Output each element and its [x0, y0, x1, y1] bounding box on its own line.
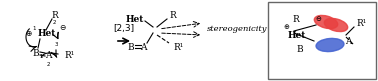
Text: Het: Het	[126, 14, 144, 23]
Text: R: R	[170, 11, 177, 20]
Text: B: B	[33, 49, 39, 58]
Text: A: A	[45, 52, 51, 61]
Text: B: B	[128, 43, 134, 52]
Text: B: B	[297, 44, 303, 53]
Ellipse shape	[324, 18, 348, 32]
Ellipse shape	[316, 38, 344, 52]
Text: ⊖: ⊖	[59, 23, 65, 32]
Text: Het: Het	[38, 29, 56, 38]
Text: 2: 2	[46, 63, 50, 67]
Text: R: R	[52, 11, 58, 20]
Text: 1: 1	[39, 55, 43, 60]
FancyBboxPatch shape	[268, 2, 376, 79]
Text: R¹: R¹	[173, 43, 183, 52]
Ellipse shape	[314, 15, 338, 29]
Text: 1: 1	[32, 26, 36, 32]
Text: ⊕: ⊕	[25, 29, 31, 38]
Text: R: R	[293, 14, 299, 23]
Text: 2: 2	[52, 20, 56, 26]
Text: A: A	[140, 43, 146, 52]
Text: 3: 3	[54, 43, 58, 47]
Text: [2,3]: [2,3]	[113, 24, 135, 33]
Text: ⊖: ⊖	[315, 16, 321, 22]
Text: R¹: R¹	[356, 18, 366, 28]
Text: stereogenicity: stereogenicity	[207, 25, 268, 33]
Text: A: A	[345, 37, 351, 46]
Text: Het: Het	[288, 31, 307, 40]
Text: ⊕: ⊕	[283, 24, 289, 30]
Text: R¹: R¹	[64, 52, 74, 61]
